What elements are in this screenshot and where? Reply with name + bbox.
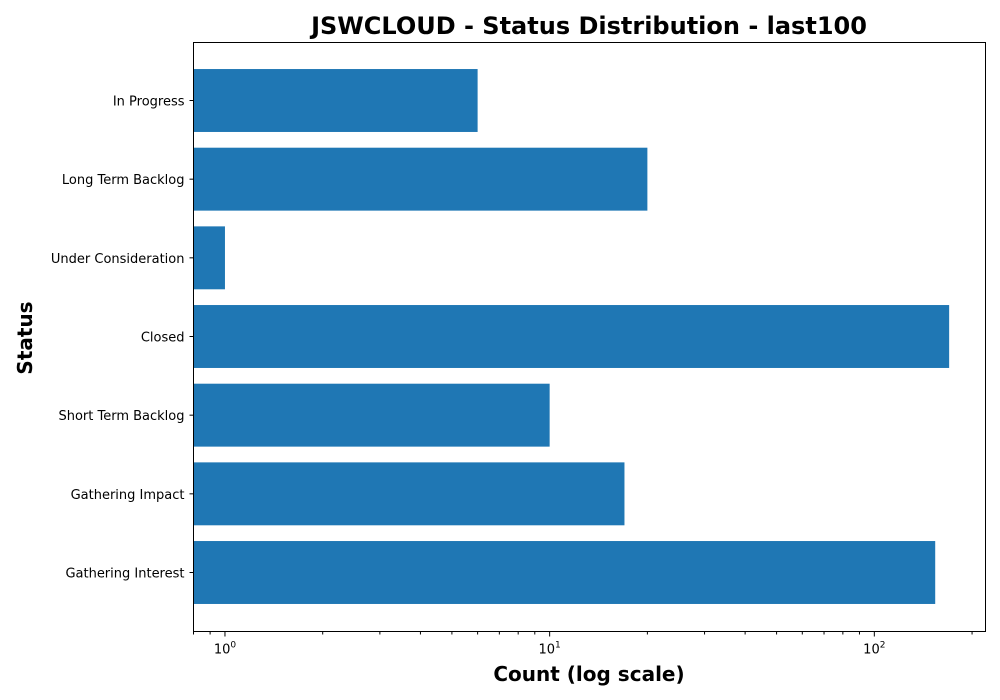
- y-axis: In Progress Long Term Backlog Under Consid…: [51, 95, 194, 582]
- bar-under-consideration: [193, 226, 225, 290]
- y-tick-label-under-consideration: Under Consideration: [51, 252, 185, 267]
- bar-long-term-backlog: [193, 147, 648, 211]
- y-tick-label-gathering-impact: Gathering Impact: [71, 488, 185, 503]
- y-tick-label-gathering-interest: Gathering Interest: [65, 567, 184, 582]
- x-axis-label: Count (log scale): [493, 662, 684, 686]
- x-tick-label-10: 101: [539, 641, 561, 658]
- x-tick-label-100: 102: [863, 641, 885, 658]
- bar-closed: [193, 305, 950, 368]
- y-tick-label-short-term-backlog: Short Term Backlog: [58, 409, 184, 424]
- y-tick-label-long-term-backlog: Long Term Backlog: [62, 173, 185, 188]
- y-axis-label: Status: [13, 301, 37, 374]
- chart-title: JSWCLOUD - Status Distribution - last100: [309, 12, 867, 40]
- bar-gathering-impact: [193, 462, 625, 526]
- y-tick-label-closed: Closed: [141, 331, 185, 346]
- x-axis: 100 101 102: [193, 631, 973, 658]
- y-tick-label-in-progress: In Progress: [113, 95, 185, 110]
- x-tick-label-1: 100: [214, 641, 237, 658]
- bar-gathering-interest: [193, 541, 936, 604]
- bar-in-progress: [193, 69, 478, 132]
- bars-group: [193, 69, 950, 604]
- bar-short-term-backlog: [193, 383, 550, 447]
